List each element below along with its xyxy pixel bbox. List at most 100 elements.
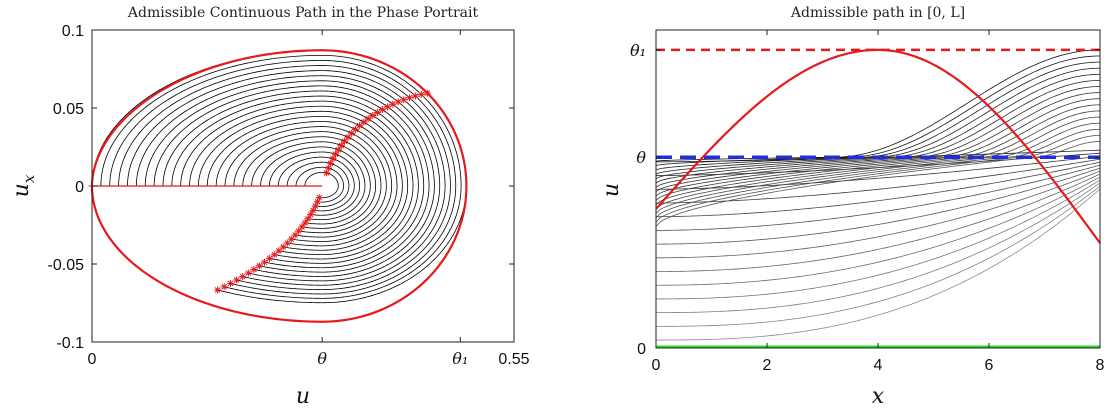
profile-curve-29	[655, 55, 1101, 166]
phase-orbit-13	[198, 110, 403, 251]
profile-curve-21	[655, 104, 1101, 201]
profile-curve-20	[655, 110, 1101, 206]
profile-curve-8	[656, 167, 1101, 245]
phase-orbit-14	[189, 105, 409, 256]
profile-curve-1	[656, 188, 1101, 341]
star-marker-24	[356, 122, 364, 130]
star-marker-28	[364, 115, 372, 123]
star-marker-33	[260, 258, 268, 266]
left-y-tick-label-3: -0.05	[48, 257, 85, 274]
profile-curve-22	[655, 98, 1101, 197]
left-x-tick-label-1: θ	[317, 349, 327, 368]
right-y-tick-label-0: 0	[637, 341, 646, 358]
phase-orbit-6	[260, 146, 366, 221]
phase-orbit-15	[180, 100, 414, 260]
star-marker-42	[400, 96, 408, 104]
star-marker-12	[334, 146, 342, 154]
phase-orbit-20	[135, 75, 441, 282]
phase-orbit-22	[118, 65, 451, 290]
profile-curve-9	[656, 164, 1101, 231]
phase-orbit-3	[286, 161, 350, 207]
star-marker-45	[227, 279, 235, 287]
phase-orbit-8	[242, 136, 377, 229]
right-x-tick-label-2: 4	[874, 357, 883, 374]
profile-curve-10	[655, 161, 1101, 218]
star-marker-39	[244, 269, 252, 277]
right-chart-title: Admissible path in [0, L]	[790, 5, 965, 21]
star-marker-50	[423, 89, 431, 97]
profile-curve-16	[655, 134, 1101, 223]
phase-orbit-7	[251, 141, 371, 225]
star-marker-9	[307, 211, 315, 219]
star-marker-49	[214, 286, 222, 294]
star-marker-47	[220, 283, 228, 291]
right-x-axis-label: x	[872, 384, 885, 409]
admissible-path-chart: Admissible path in [0, L] 0 2 4 6 8 0 θ θ₁ x u	[599, 5, 1105, 409]
left-x-tick-label-2: θ₁	[452, 349, 468, 368]
right-y-tick-label-2: θ₁	[630, 41, 646, 60]
star-marker-6	[327, 159, 335, 167]
left-y-tick-label-2: 0	[75, 179, 84, 196]
star-marker-11	[304, 215, 312, 223]
profile-curve-18	[655, 122, 1101, 214]
star-marker-35	[255, 262, 263, 270]
right-tick-group: 0 2 4 6 8 0 θ θ₁	[630, 30, 1105, 374]
star-marker-48	[417, 90, 425, 98]
profile-curve-2	[656, 185, 1101, 327]
phase-orbit-1	[304, 171, 339, 199]
left-x-tick-label-0: 0	[88, 351, 97, 368]
right-x-tick-label-4: 8	[1096, 357, 1105, 374]
star-marker-31	[265, 254, 273, 262]
phase-orbit-2	[295, 166, 344, 203]
profile-curve-19	[655, 116, 1101, 210]
left-x-axis-label: u	[296, 384, 310, 409]
right-x-tick-label-3: 6	[985, 357, 994, 374]
profile-curve-7	[655, 170, 1101, 259]
star-marker-32	[374, 108, 382, 116]
right-x-tick-label-0: 0	[652, 357, 661, 374]
star-marker-34	[378, 106, 386, 114]
left-y-tick-label-0: 0.1	[62, 23, 84, 40]
profile-curve-30	[655, 49, 1101, 162]
left-y-tick-label-4: -0.1	[56, 335, 84, 352]
star-marker-37	[250, 265, 258, 273]
profile-curve-26	[655, 73, 1101, 179]
star-marker-44	[405, 94, 413, 102]
left-y-tick-label-1: 0.05	[53, 101, 84, 118]
phase-orbit-24	[100, 54, 462, 299]
right-y-tick-label-1: θ	[636, 148, 646, 167]
separatrix-curve	[90, 49, 468, 323]
phase-orbit-17	[162, 90, 425, 269]
star-marker-13	[301, 219, 309, 227]
star-marker-15	[298, 223, 306, 231]
phase-orbit-5	[268, 151, 361, 216]
left-x-tick-label-3: 0.55	[498, 351, 529, 368]
profile-curve-5	[656, 176, 1101, 286]
star-marker-40	[394, 98, 402, 106]
star-marker-43	[233, 276, 241, 284]
phase-orbit-9	[233, 131, 382, 234]
phase-portrait-chart: Admissible Continuous Path in the Phase …	[9, 5, 530, 409]
star-marker-30	[369, 112, 377, 120]
left-orbit-group	[91, 49, 467, 304]
left-y-axis-label: ux	[9, 174, 38, 197]
star-marker-38	[389, 100, 397, 108]
star-marker-36	[384, 103, 392, 111]
right-x-tick-label-1: 2	[763, 357, 772, 374]
star-marker-7	[309, 206, 317, 214]
star-marker-27	[275, 247, 283, 255]
phase-orbit-4	[277, 156, 355, 212]
phase-orbit-10	[224, 126, 387, 238]
phase-orbit-19	[144, 80, 435, 277]
right-profile-group	[655, 49, 1101, 341]
star-marker-29	[270, 251, 278, 259]
phase-orbit-23	[109, 60, 457, 295]
phase-orbit-11	[215, 121, 393, 242]
star-marker-10	[332, 150, 340, 158]
profile-curve-17	[655, 128, 1101, 219]
star-marker-26	[360, 118, 368, 126]
phase-orbit-18	[153, 85, 430, 273]
profile-curve-3	[655, 182, 1101, 314]
left-tick-group: 0 θ θ₁ 0.55 0.1 0.05 0 -0.05 -0.1	[48, 23, 530, 368]
